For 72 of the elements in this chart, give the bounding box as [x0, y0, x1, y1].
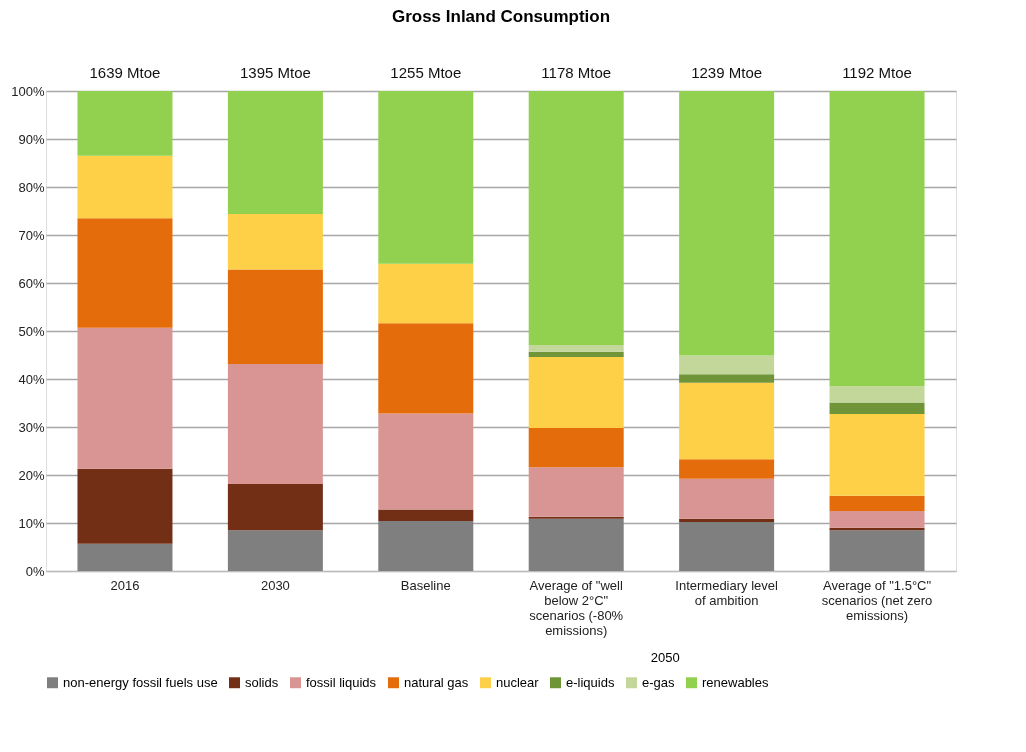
legend-label: e-gas [642, 674, 676, 690]
bar [528, 351, 624, 357]
text: 1239 Mtoe [691, 64, 763, 81]
bar [77, 543, 173, 571]
x-axis-title: 2050 [650, 649, 680, 665]
text: 1192 Mtoe [842, 64, 912, 81]
bar [378, 521, 474, 571]
bar [77, 155, 173, 219]
text: 1255 Mtoe [390, 64, 462, 81]
bar [378, 413, 474, 510]
legend-label: solids [245, 674, 279, 690]
x-tick-label: Average of "1.5°C" scenarios (net zero emissions) [821, 577, 933, 623]
bar [227, 213, 323, 270]
bar [528, 91, 624, 345]
bar [227, 269, 323, 365]
y-tick-label: 30% [18, 419, 45, 435]
bar [829, 511, 925, 528]
text: 1178 Mtoe [541, 64, 612, 81]
text: 1639 Mtoe [89, 64, 161, 81]
legend-label: non-energy fossil fuels use [63, 674, 218, 690]
y-tick-label: 40% [18, 371, 45, 387]
y-tick-label: 90% [18, 131, 45, 147]
y-tick-label: 10% [18, 515, 45, 531]
bar [77, 327, 173, 469]
legend-label: natural gas [404, 674, 469, 690]
bar [528, 427, 624, 468]
bar [227, 484, 323, 531]
x-tick-label: Baseline [400, 577, 451, 593]
legend-label: fossil liquids [306, 674, 377, 690]
bar [679, 382, 775, 460]
bar [528, 344, 624, 352]
x-tick-label: 2030 [260, 577, 290, 593]
y-tick-label: 0% [25, 563, 45, 579]
bar [829, 495, 925, 511]
bar [679, 91, 775, 356]
chart-title: Gross Inland Consumption [391, 7, 611, 26]
bar [378, 263, 474, 324]
bar [227, 530, 323, 571]
bar [378, 509, 474, 522]
x-tick-label: Average of "well below 2°C" scenarios (-80% emissions) [529, 577, 624, 638]
bar [679, 478, 775, 519]
legend-label: nuclear [496, 674, 540, 690]
bar [378, 323, 474, 414]
x-tick-label: 2016 [110, 577, 140, 593]
legend-label: e-liquids [566, 674, 615, 690]
y-tick-label: 50% [18, 323, 45, 339]
bar [829, 91, 925, 387]
y-tick-label: 100% [11, 83, 45, 99]
bar [829, 402, 925, 415]
bar [378, 91, 474, 264]
bar [528, 356, 624, 428]
y-tick-label: 20% [18, 467, 45, 483]
legend-label: renewables [702, 674, 769, 690]
y-tick-label: 60% [18, 275, 45, 291]
bar [679, 374, 775, 383]
bar [77, 218, 173, 328]
bar [528, 518, 624, 571]
y-tick-label: 80% [18, 179, 45, 195]
bar [77, 468, 173, 544]
bar [829, 414, 925, 496]
bar [679, 522, 775, 571]
bar [77, 91, 173, 156]
bar [679, 459, 775, 479]
bar [679, 355, 775, 375]
bar [227, 91, 323, 214]
x-tick-label: Intermediary level of ambition [675, 577, 779, 608]
bar [829, 530, 925, 571]
bar [227, 364, 323, 485]
bar [829, 386, 925, 403]
text: 1395 Mtoe [239, 64, 311, 81]
y-tick-label: 70% [18, 227, 45, 243]
bar [528, 467, 624, 517]
